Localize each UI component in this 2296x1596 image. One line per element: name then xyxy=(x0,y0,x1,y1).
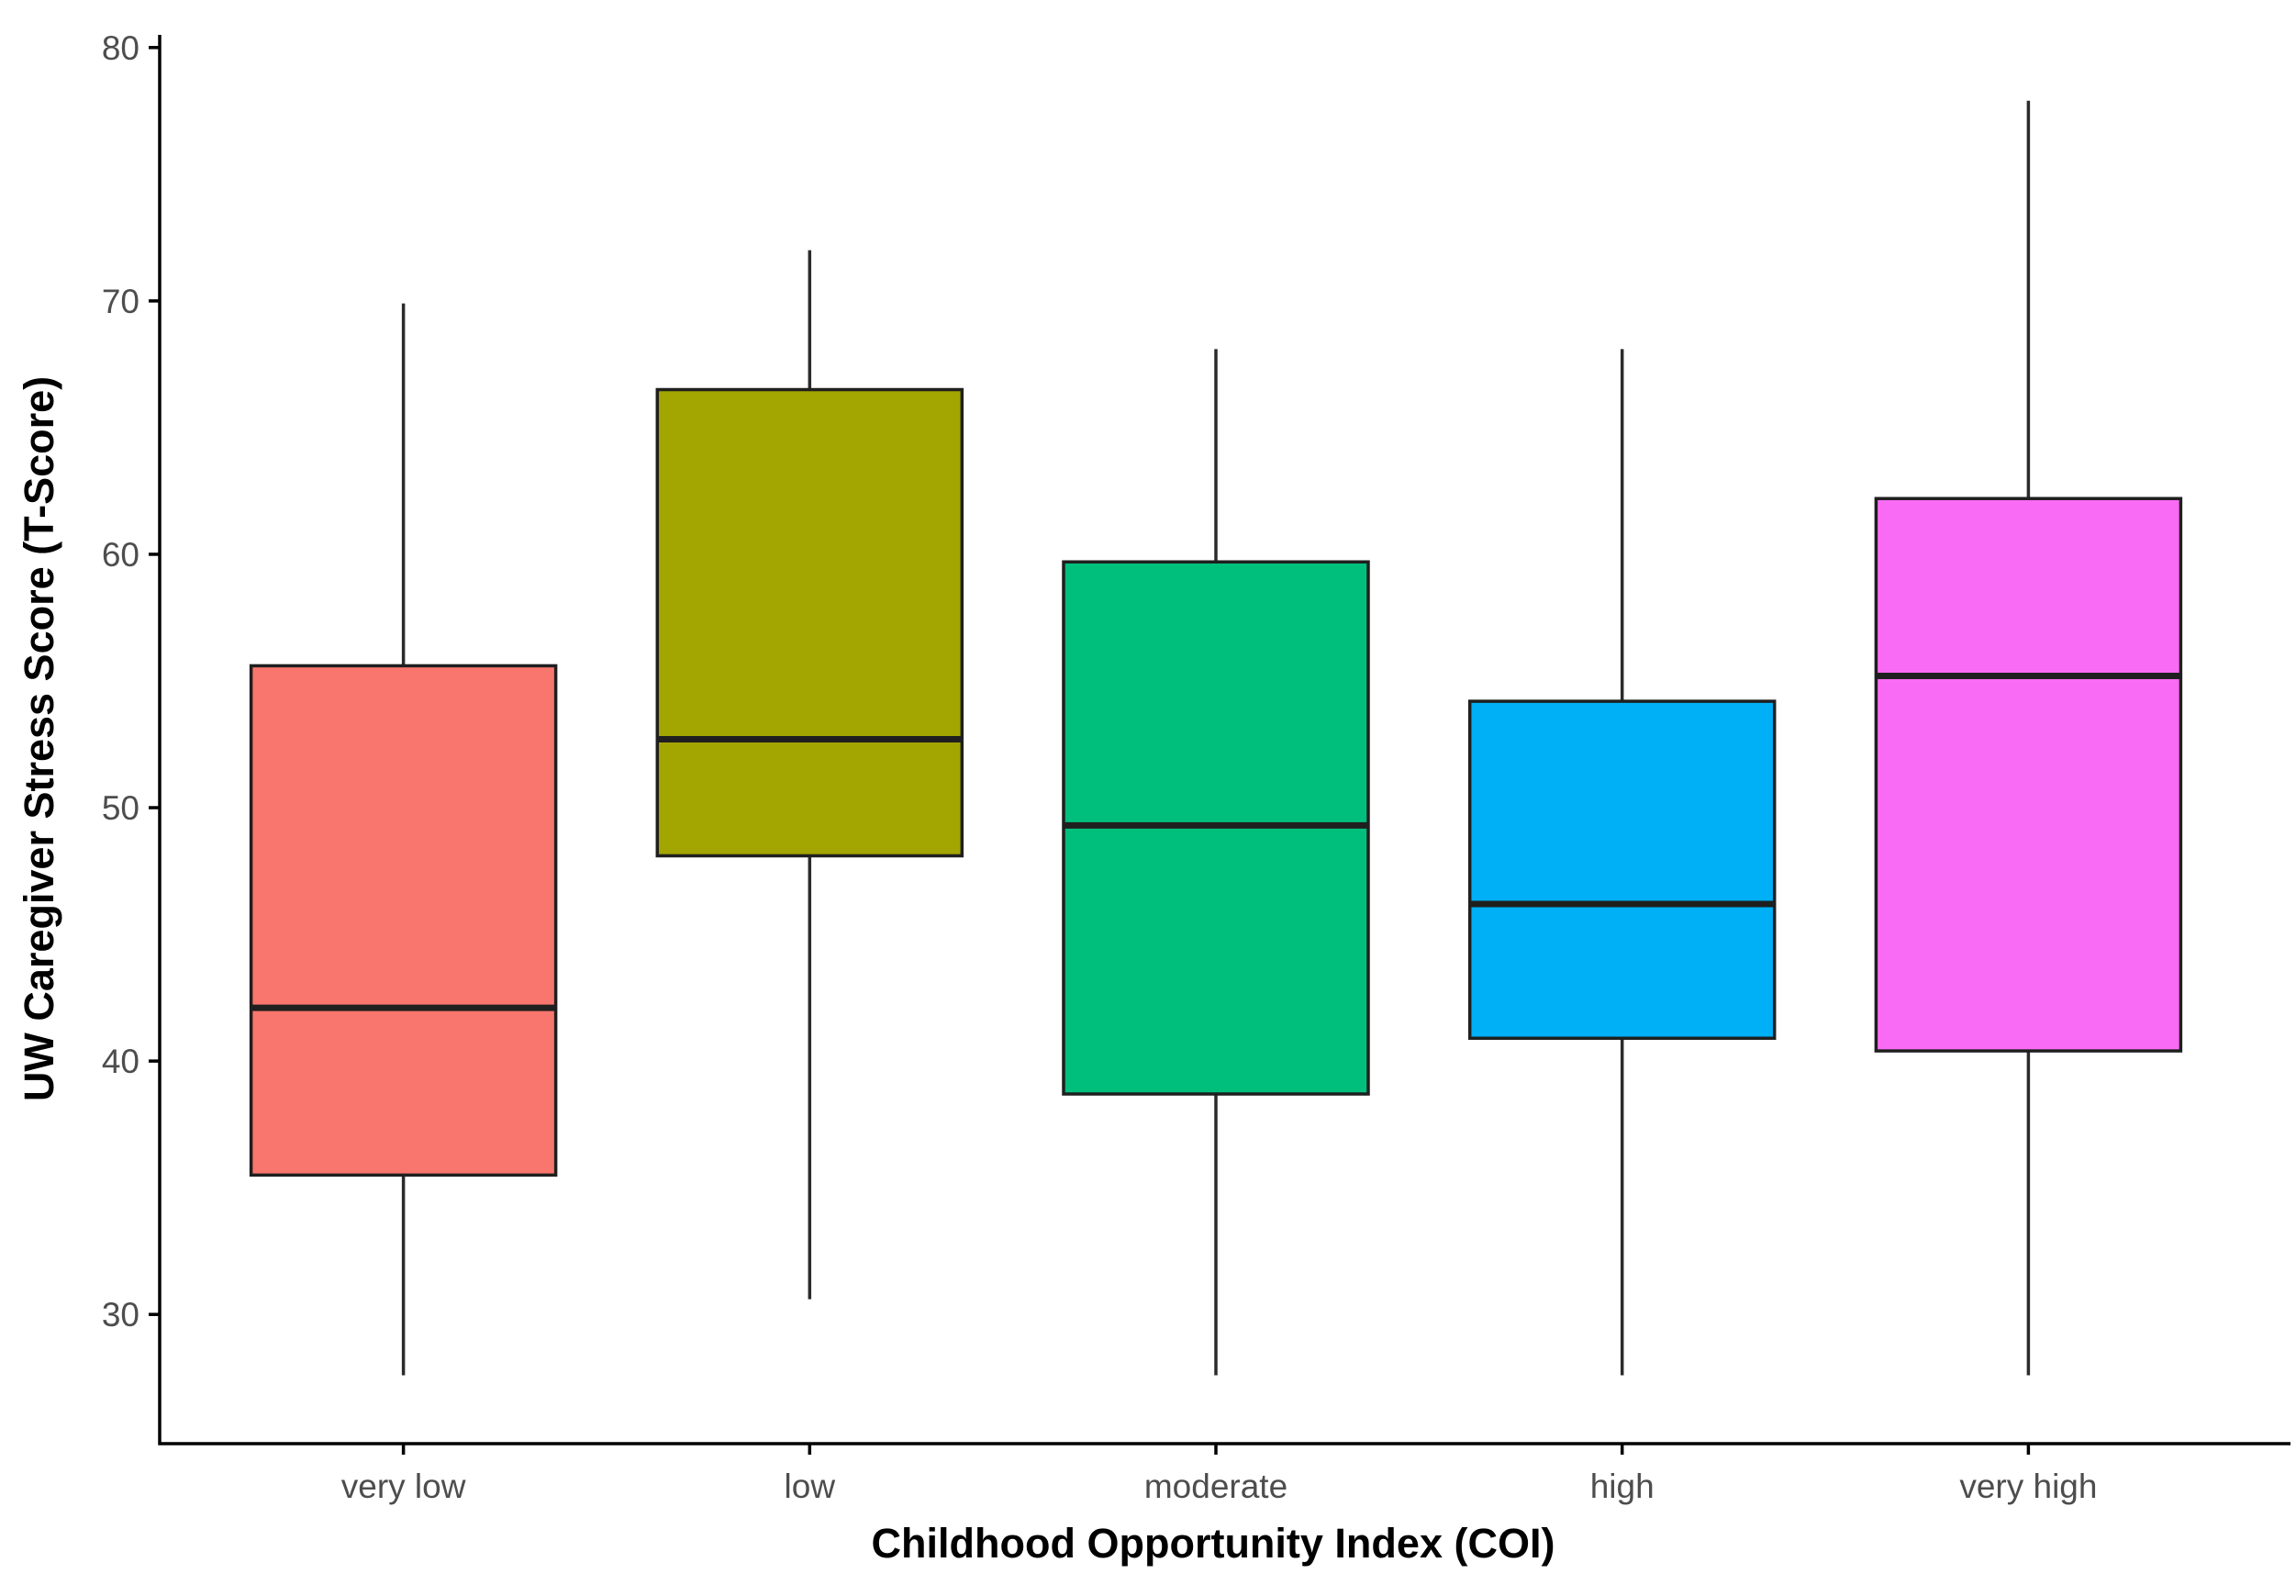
y-tick-label-80: 80 xyxy=(102,29,139,67)
y-tick-label-60: 60 xyxy=(102,536,139,574)
y-tick-label-30: 30 xyxy=(102,1296,139,1334)
x-axis-title: Childhood Opportunity Index (COI) xyxy=(872,1520,1555,1567)
x-category-label-low: low xyxy=(785,1468,836,1505)
box-very-high xyxy=(1874,497,2183,1053)
x-category-label-moderate: moderate xyxy=(1144,1468,1287,1505)
box-low xyxy=(655,387,964,858)
y-tick-label-40: 40 xyxy=(102,1043,139,1080)
x-category-label-high: high xyxy=(1590,1468,1655,1505)
y-tick-label-70: 70 xyxy=(102,283,139,320)
y-axis-title: UW Caregiver Stress Score (T-Score) xyxy=(16,376,62,1101)
plot-layer: 30 40 50 60 70 80 very low low moderate high very … xyxy=(102,29,2290,1505)
box-very-low xyxy=(249,664,558,1177)
box-high xyxy=(1467,699,1777,1041)
y-tick-label-50: 50 xyxy=(102,789,139,827)
x-category-label-very-low: very low xyxy=(341,1468,466,1505)
x-category-label-very-high: very high xyxy=(1959,1468,2097,1505)
